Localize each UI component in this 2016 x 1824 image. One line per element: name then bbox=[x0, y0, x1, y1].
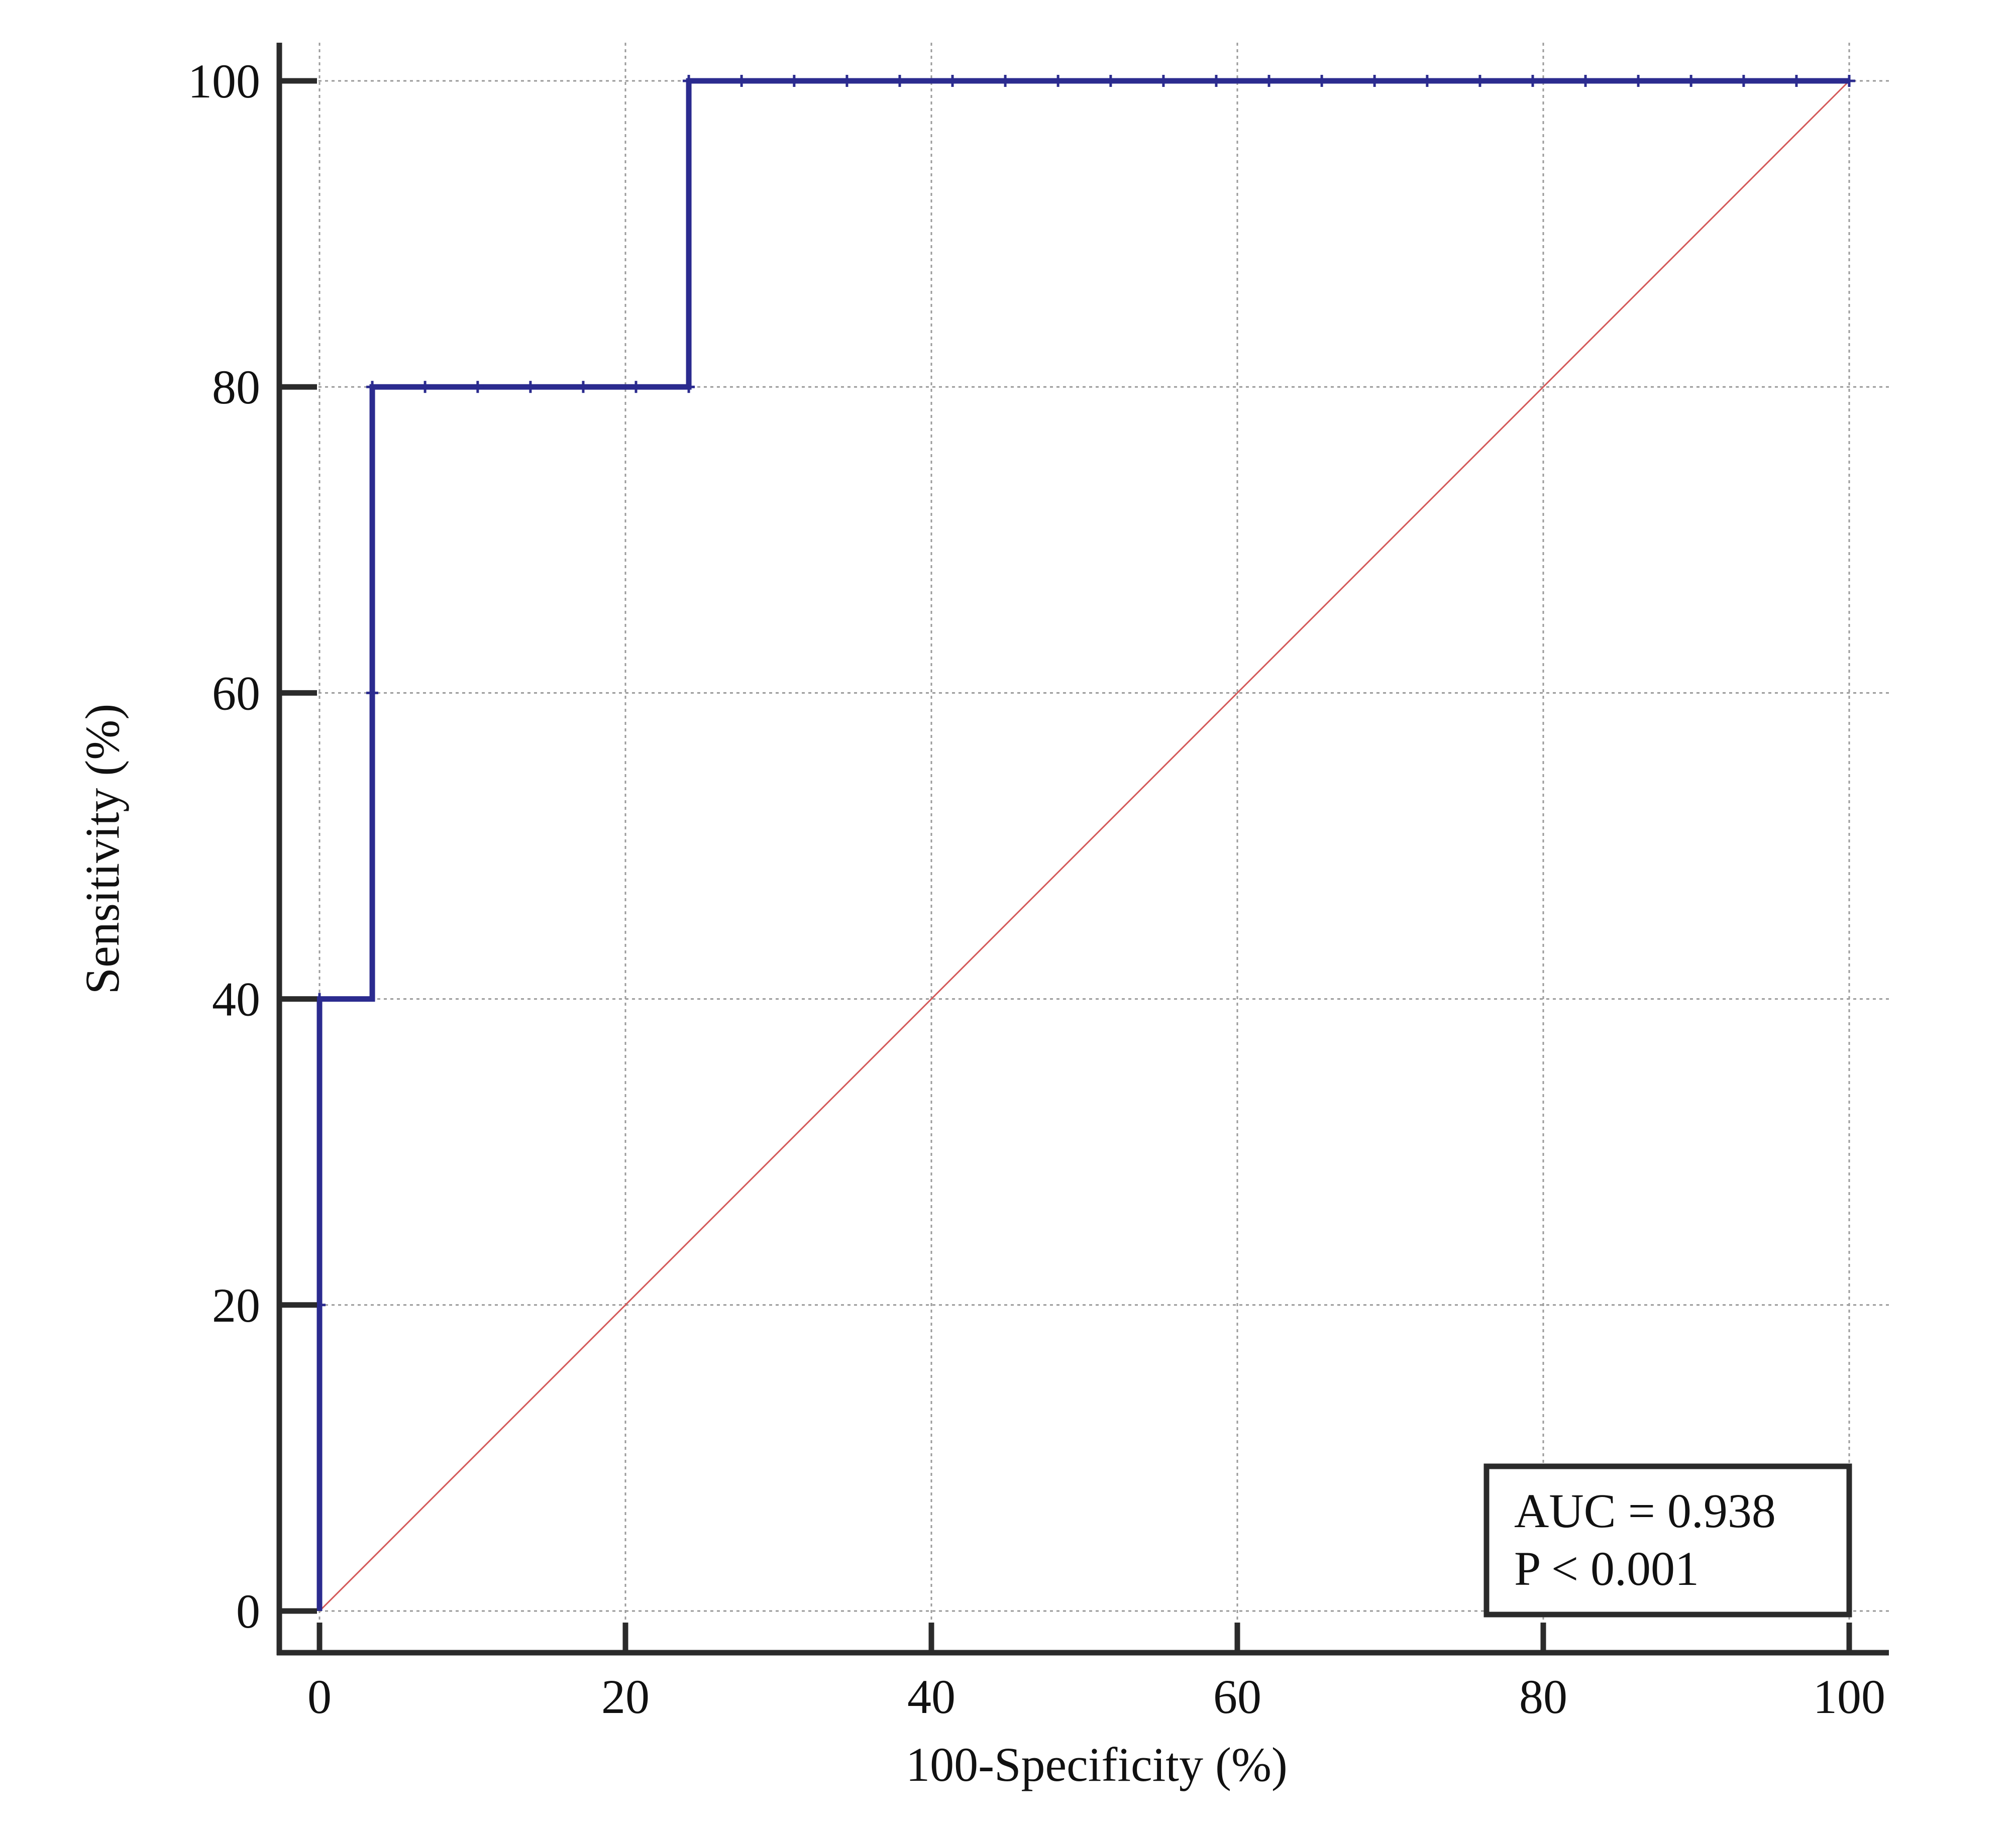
axes bbox=[276, 43, 1889, 1656]
roc-point-marker bbox=[1316, 75, 1328, 87]
auc-annotation-frame bbox=[1483, 1463, 1852, 1618]
roc-point-marker bbox=[471, 381, 484, 393]
roc-point-marker bbox=[683, 75, 695, 87]
reference-diagonal-line bbox=[319, 80, 1850, 1612]
roc-point-marker bbox=[524, 381, 537, 393]
auc-value-label: AUC = 0.938 bbox=[1514, 1484, 1776, 1538]
roc-point-marker bbox=[1473, 75, 1486, 87]
y-axis-title: Sensitivity (%) bbox=[75, 704, 129, 995]
p-value-label: P < 0.001 bbox=[1514, 1542, 1699, 1595]
x-tick-label: 80 bbox=[1519, 1670, 1567, 1724]
roc-point-marker bbox=[1632, 75, 1645, 87]
x-tick-label: 60 bbox=[1213, 1670, 1261, 1724]
y-axis-ticks: 0 20 40 60 80 100 bbox=[188, 54, 317, 1638]
roc-point-marker bbox=[1052, 75, 1065, 87]
roc-point-marker bbox=[366, 687, 379, 699]
roc-point-marker bbox=[1579, 75, 1592, 87]
roc-point-marker bbox=[840, 75, 853, 87]
roc-point-marker bbox=[1210, 75, 1222, 87]
x-axis-ticks: 0 20 40 60 80 100 bbox=[307, 1623, 1885, 1724]
roc-point-marker bbox=[1737, 75, 1750, 87]
y-tick-label: 40 bbox=[212, 973, 260, 1026]
roc-point-marker bbox=[1157, 75, 1170, 87]
x-tick-label: 40 bbox=[907, 1670, 956, 1724]
roc-point-marker bbox=[683, 381, 695, 393]
roc-point-marker bbox=[1526, 75, 1539, 87]
x-tick-label: 0 bbox=[307, 1670, 332, 1724]
y-tick-label: 80 bbox=[212, 360, 260, 414]
roc-point-marker bbox=[366, 381, 379, 393]
roc-point-marker bbox=[1421, 75, 1433, 87]
roc-point-marker bbox=[735, 75, 748, 87]
roc-point-marker bbox=[999, 75, 1012, 87]
auc-annotation-box: AUC = 0.938 P < 0.001 bbox=[1483, 1463, 1852, 1618]
roc-point-marker bbox=[1104, 75, 1117, 87]
roc-point-marker bbox=[893, 75, 906, 87]
roc-point-marker bbox=[1263, 75, 1276, 87]
roc-point-marker bbox=[946, 75, 959, 87]
roc-point-marker bbox=[577, 381, 589, 393]
x-axis-title: 100-Specificity (%) bbox=[906, 1738, 1288, 1791]
y-tick-label: 20 bbox=[212, 1278, 260, 1332]
y-tick-label: 60 bbox=[212, 666, 260, 720]
y-tick-label: 0 bbox=[236, 1584, 260, 1638]
y-tick-label: 100 bbox=[188, 54, 260, 108]
x-tick-label: 20 bbox=[601, 1670, 650, 1724]
roc-point-marker bbox=[788, 75, 800, 87]
roc-point-marker bbox=[419, 381, 432, 393]
roc-point-marker bbox=[1368, 75, 1381, 87]
roc-point-marker bbox=[1685, 75, 1697, 87]
roc-point-marker bbox=[630, 381, 643, 393]
roc-markers bbox=[313, 75, 1855, 1311]
roc-point-marker bbox=[1790, 75, 1802, 87]
x-tick-label: 100 bbox=[1813, 1670, 1885, 1724]
grid-lines bbox=[279, 43, 1889, 1653]
roc-point-marker bbox=[1843, 75, 1855, 87]
